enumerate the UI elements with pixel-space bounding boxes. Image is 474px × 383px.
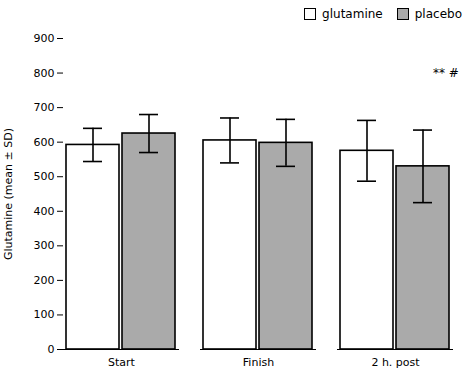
html-text:glutamine: glutamine [322,7,383,21]
svg-text:600: 600 [34,136,55,149]
svg-text:900: 900 [34,32,55,45]
html-text:placebo: placebo [414,7,462,21]
svg-text:700: 700 [34,101,55,114]
svg-text:0: 0 [48,343,55,356]
svg-text:200: 200 [34,274,55,287]
svg-text:Finish: Finish [243,356,274,369]
svg-text:** #: ** # [433,66,459,80]
svg-text:2 h. post: 2 h. post [371,356,420,369]
svg-text:400: 400 [34,205,55,218]
svg-text:100: 100 [34,308,55,321]
svg-text:Start: Start [108,356,136,369]
svg-text:500: 500 [34,170,55,183]
svg-text:800: 800 [34,67,55,80]
svg-text:Glutamine (mean ± SD): Glutamine (mean ± SD) [2,128,15,260]
svg-text:300: 300 [34,239,55,252]
